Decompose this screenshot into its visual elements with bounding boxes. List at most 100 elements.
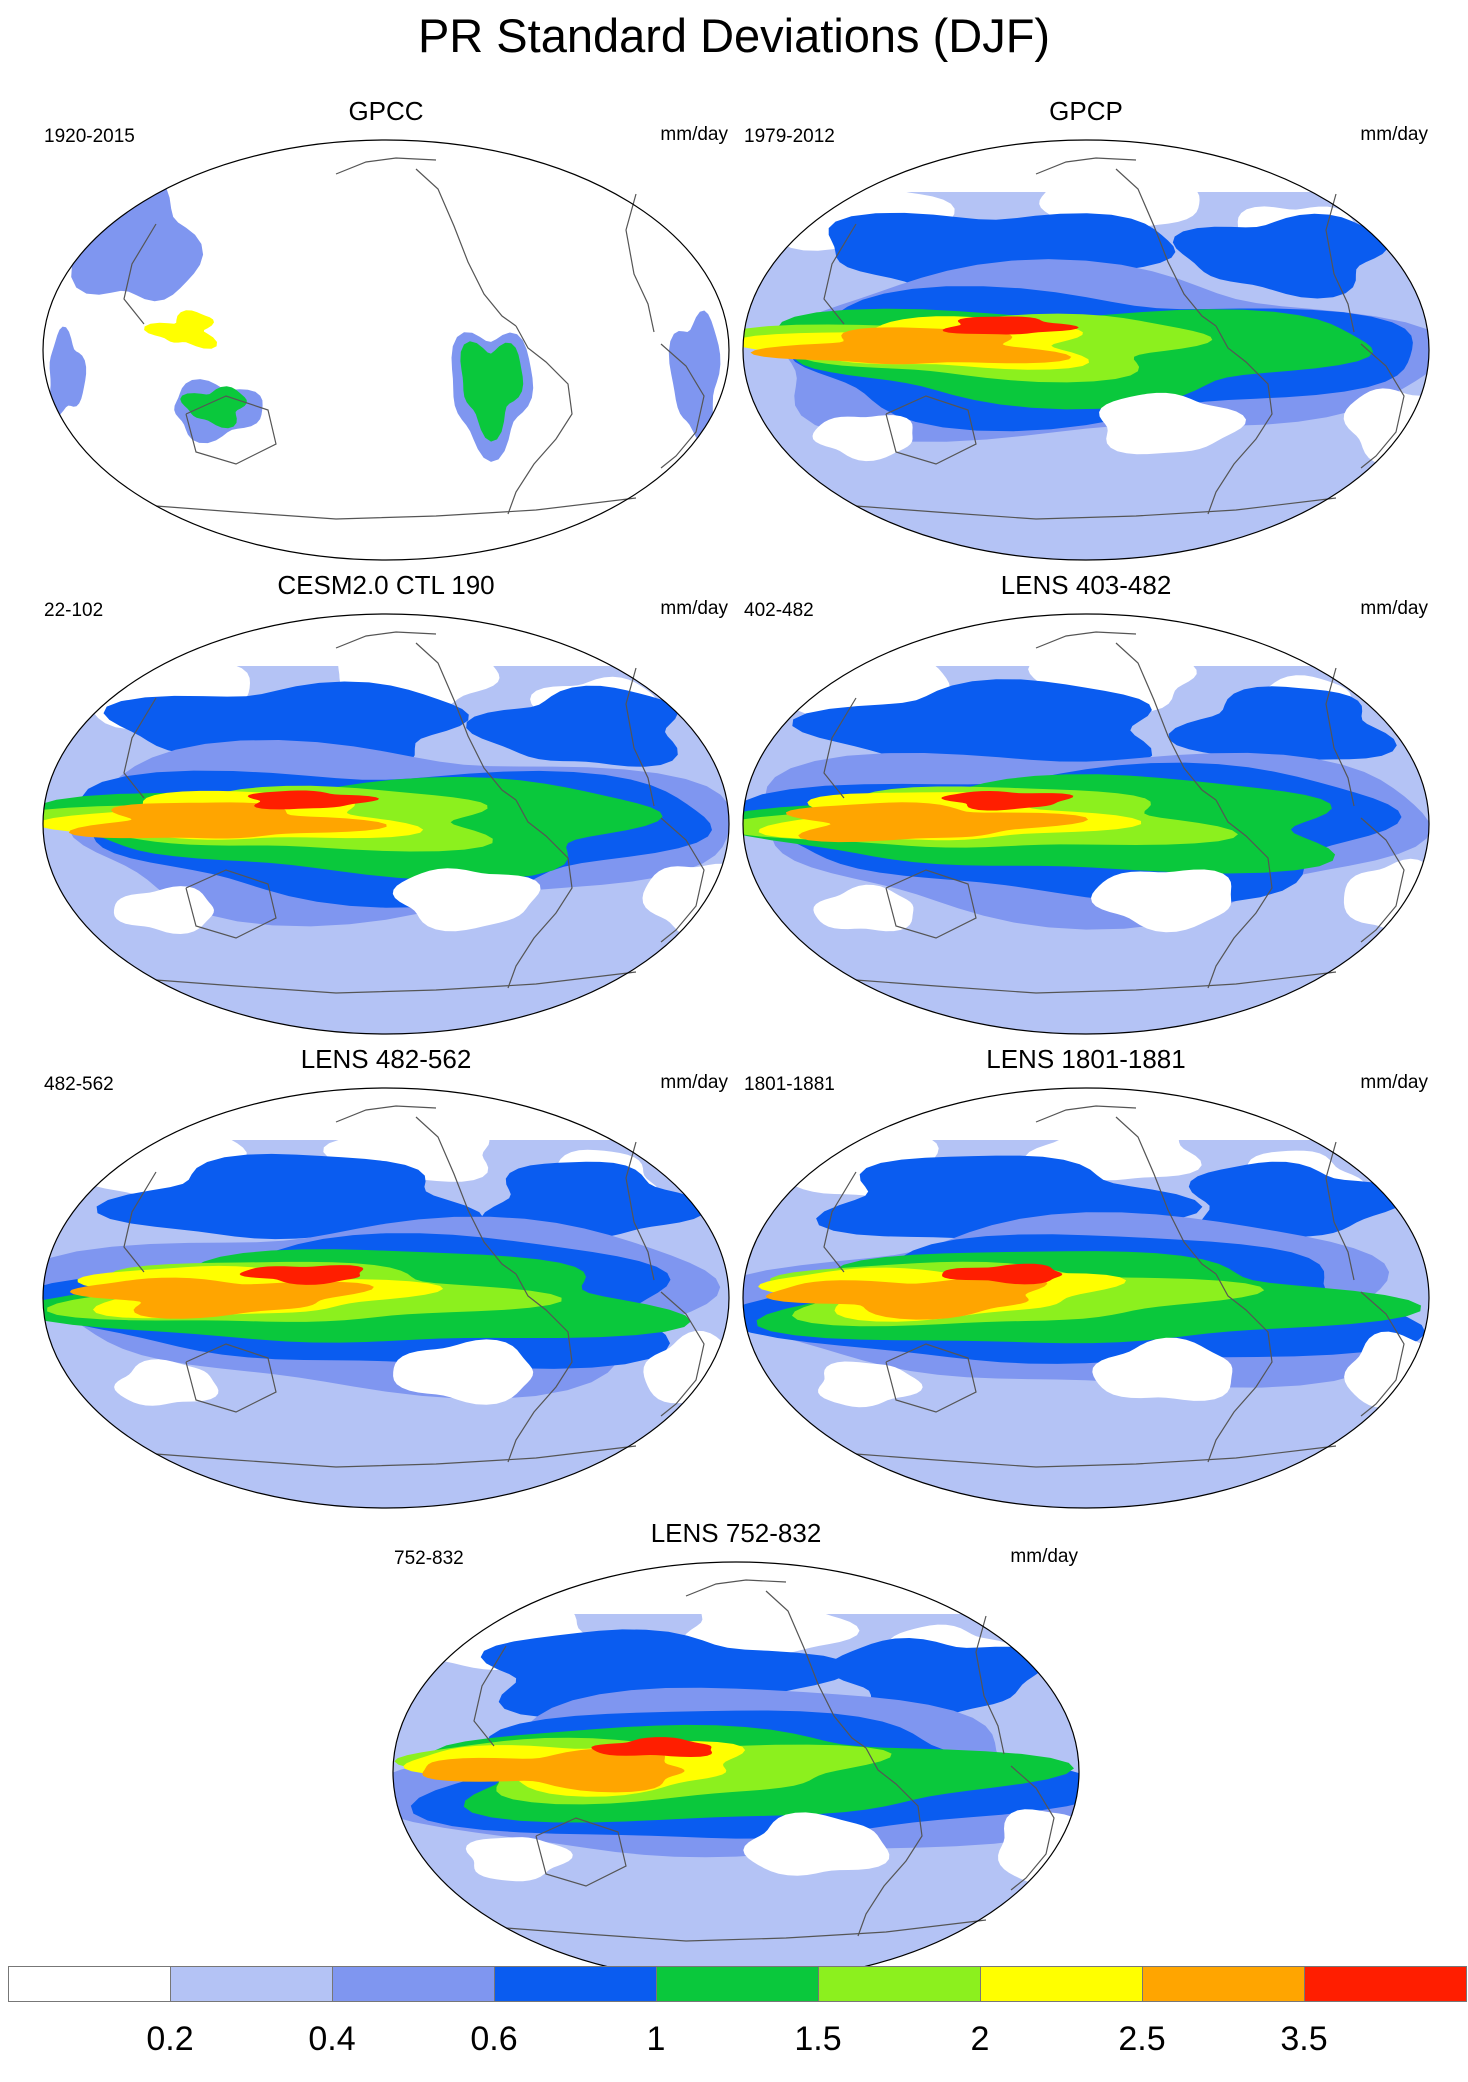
dry-region: [998, 1809, 1079, 1884]
coastline: [885, 869, 977, 939]
coastline: [155, 971, 637, 994]
coastline: [335, 631, 437, 649]
colorbar-label: 1.5: [794, 2020, 842, 2058]
coastline: [185, 395, 277, 465]
coastline: [473, 1645, 507, 1747]
max-core: [941, 791, 1074, 811]
coastline: [855, 1445, 1337, 1468]
panel-title: LENS 482-562: [300, 1044, 472, 1074]
map-border: [742, 139, 1430, 561]
colorbar-label: 0.6: [470, 2020, 518, 2058]
coastline: [415, 1116, 517, 1275]
map-panel-lens-752-832: LENS 752-832 752-832 mm/day: [386, 1518, 1086, 1988]
coastline: [1035, 631, 1137, 649]
colorbar-box: [8, 1966, 171, 2002]
colorbar-box: [980, 1966, 1143, 2002]
contour-field: [743, 614, 1429, 1034]
dry-region: [392, 868, 541, 932]
coastline: [1207, 1273, 1273, 1463]
panel-units: mm/day: [1360, 1072, 1428, 1093]
coastline: [660, 817, 705, 943]
coastline: [335, 1105, 437, 1123]
map-border: [742, 613, 1430, 1035]
dry-region: [465, 1837, 573, 1882]
map-border: [742, 1087, 1430, 1509]
panel-units: mm/day: [660, 1072, 728, 1093]
coastline: [123, 697, 157, 799]
coastline: [1207, 799, 1273, 989]
dry-region: [1099, 392, 1246, 455]
contour-field: [743, 140, 1429, 560]
colorbar-box: [818, 1966, 981, 2002]
tropical-band: [422, 1747, 685, 1793]
dry-region: [818, 1361, 923, 1408]
coastline: [625, 667, 655, 807]
storm-track: [96, 1153, 485, 1240]
colorbar-label: 1: [646, 2020, 666, 2058]
colorbar: 0.2 0.4 0.6 1 1.5 2 2.5 3.5: [8, 1966, 1467, 2070]
coastline: [123, 223, 157, 325]
tropical-band: [750, 327, 1072, 365]
storm-track: [792, 679, 1153, 769]
coastline: [335, 157, 437, 175]
land-region: [144, 310, 217, 349]
panel-period: 752-832: [394, 1548, 464, 1569]
storm-track: [480, 1161, 708, 1238]
coastline: [685, 1579, 787, 1597]
contour-field: [43, 1088, 729, 1508]
dry-region: [1091, 869, 1232, 933]
contour-field: [43, 140, 729, 560]
panel-period: 1801-1881: [744, 1074, 835, 1095]
colorbar-label: 2.5: [1118, 2020, 1166, 2058]
map-lens-1801-1881: [742, 1087, 1430, 1509]
map-panel-lens-482-562: LENS 482-562 482-562 mm/day: [36, 1044, 736, 1514]
coastline: [1207, 325, 1273, 515]
figure-title: PR Standard Deviations (DJF): [417, 9, 1051, 62]
contour-band: [43, 978, 729, 1034]
colorbar-box: [656, 1966, 819, 2002]
coastline: [823, 223, 857, 325]
coastline: [505, 1919, 987, 1942]
coastline: [415, 642, 517, 801]
colorbar-box: [1142, 1966, 1305, 2002]
coastline: [625, 1141, 655, 1281]
map-lens-482-562: [42, 1087, 730, 1509]
max-core: [239, 1265, 364, 1285]
coastline: [185, 869, 277, 939]
panel-period: 402-482: [744, 600, 814, 621]
contour-band: [743, 978, 1429, 1034]
panel-period: 1920-2015: [44, 126, 135, 147]
panel-title: LENS 1801-1881: [986, 1044, 1186, 1074]
panel-period: 22-102: [44, 600, 104, 621]
map-border: [42, 613, 730, 1035]
dry-region: [114, 1359, 219, 1406]
coastline: [1010, 1765, 1055, 1891]
max-core: [591, 1737, 713, 1757]
contour-field: [393, 1562, 1079, 1982]
contour-band: [43, 1452, 729, 1508]
coastline: [415, 168, 517, 327]
panel-period: 1979-2012: [744, 126, 835, 147]
storm-track: [1168, 686, 1397, 764]
dry-region: [1092, 1337, 1233, 1401]
colorbar-label: 0.2: [146, 2020, 194, 2058]
land-region: [460, 341, 524, 442]
panel-units: mm/day: [660, 598, 728, 619]
dry-region: [393, 1339, 534, 1405]
map-panel-cesm2-ctl: CESM2.0 CTL 190 22-102 mm/day: [36, 570, 736, 1040]
tropical-band: [785, 802, 1089, 843]
colorbar-box: [1304, 1966, 1467, 2002]
panel-title: LENS 752-832: [650, 1518, 822, 1548]
colorbar-label: 3.5: [1280, 2020, 1328, 2058]
land-region: [49, 326, 87, 417]
panel-units: mm/day: [1360, 124, 1428, 145]
coastline: [155, 497, 637, 520]
storm-track: [1188, 1161, 1408, 1242]
contour-band: [743, 504, 1429, 560]
coastline: [1115, 642, 1217, 801]
coastline: [1360, 817, 1405, 943]
map-panel-gpcc: GPCC 1920-2015 mm/day: [36, 96, 736, 566]
colorbar-box: [170, 1966, 333, 2002]
panel-units: mm/day: [660, 124, 728, 145]
max-core: [942, 316, 1079, 335]
